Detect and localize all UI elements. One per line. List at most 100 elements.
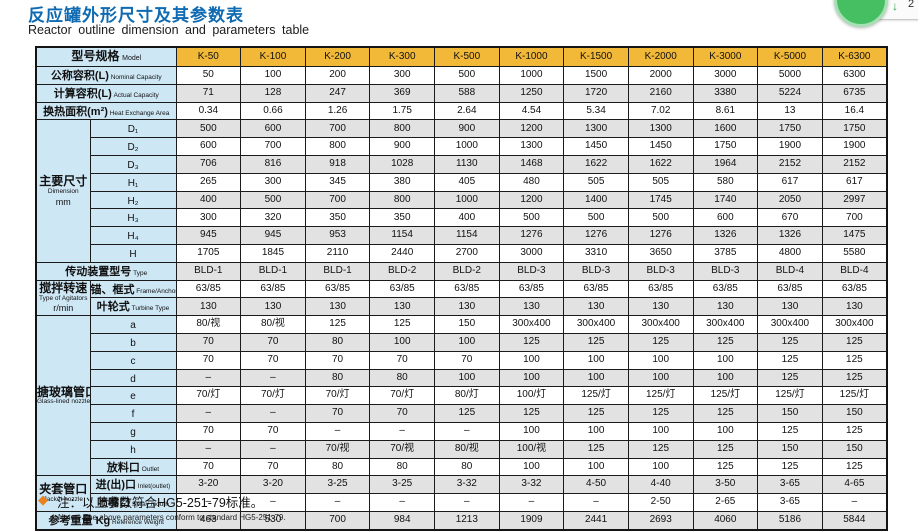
table-cell: 463 xyxy=(175,510,242,531)
table-cell: 100 xyxy=(627,457,694,477)
table-cell: 1745 xyxy=(627,190,694,210)
table-cell: 670 xyxy=(757,208,823,228)
table-cell: – xyxy=(240,404,306,423)
table-cell: 3380 xyxy=(692,83,759,103)
table-cell: 4060 xyxy=(692,510,759,531)
table-cell: 130 xyxy=(627,297,694,317)
table-cell: 80 xyxy=(304,368,371,388)
table-cell: 125 xyxy=(821,421,888,441)
table-cell: 71 xyxy=(175,83,242,103)
group-label: 夹套管口 Jacket nozzle xyxy=(35,475,91,512)
table-cell: 2160 xyxy=(627,83,694,103)
table-cell: 125 xyxy=(369,315,435,334)
table-cell: 3-25 xyxy=(304,475,371,495)
table-cell: 580 xyxy=(692,172,759,192)
table-cell: 6735 xyxy=(821,83,888,103)
table-cell: 1276 xyxy=(627,226,694,245)
table-cell: 100 xyxy=(498,457,565,477)
table-cell: 300x400 xyxy=(563,315,629,334)
table-cell: 100 xyxy=(563,350,629,370)
table-cell: 100 xyxy=(692,350,759,370)
table-cell: 953 xyxy=(304,226,371,245)
table-cell: 70 xyxy=(240,332,306,352)
table-cell: 2997 xyxy=(821,190,888,210)
table-cell: 125 xyxy=(821,350,888,370)
table-cell: 1213 xyxy=(434,510,500,531)
table-cell: 70/视 xyxy=(304,439,371,459)
model-header-k-5000: K-5000 xyxy=(757,46,823,67)
table-cell: 1028 xyxy=(369,154,435,174)
table-cell: 70/视 xyxy=(369,439,435,459)
table-cell: 588 xyxy=(434,83,500,103)
table-cell: 70/灯 xyxy=(369,386,435,406)
table-cell: 100/灯 xyxy=(498,386,565,406)
model-header-k-3000: K-3000 xyxy=(692,46,759,67)
table-cell: 2000 xyxy=(627,66,694,85)
table-cell: 350 xyxy=(304,208,371,228)
table-cell: 700 xyxy=(304,510,371,531)
table-cell: 1200 xyxy=(498,119,565,139)
table-cell: 816 xyxy=(240,154,306,174)
table-cell: 125 xyxy=(627,404,694,423)
table-cell: 1622 xyxy=(563,154,629,174)
table-cell: 125/灯 xyxy=(563,386,629,406)
table-cell: 3785 xyxy=(692,243,759,263)
table-cell: BLD-4 xyxy=(757,261,823,281)
table-cell: 4800 xyxy=(757,243,823,263)
table-cell: 125/灯 xyxy=(757,386,823,406)
model-header-cell: 型号规格 Model xyxy=(35,46,177,67)
row-label: 换热面积(m²) Heat Exchange Area xyxy=(35,101,177,121)
table-cell: 125 xyxy=(434,404,500,423)
table-cell: 3000 xyxy=(692,66,759,85)
table-row: 主要尺寸 Dimension mm D₁ 500 600 700 800 900 1200 1300… xyxy=(35,119,888,263)
table-cell: 70 xyxy=(175,421,242,441)
table-row: 夹套管口 Jacket nozzle 进(出)口 Inlet(outlet) 3-20… xyxy=(35,475,888,512)
table-cell: 100 xyxy=(692,421,759,441)
table-row: 放料口 Outlet 70 70 80 80 80 100 100 100 125 125 125 xyxy=(36,457,888,477)
table-cell: 945 xyxy=(175,226,242,245)
table-row: D₂ 600 700 800 900 1000 1300 1450 1450 1750 1900 19… xyxy=(36,137,888,156)
table-row: h – –70/视 70/视 80/视 100/视 125 125 125 150 150 xyxy=(36,439,888,459)
table-cell: 500 xyxy=(627,208,694,228)
row-label: 计算容积(L) Actual Capacity xyxy=(35,83,177,103)
table-row: H₃ 300 320 350 350 400 500 500 500 600 670 700 xyxy=(36,208,888,228)
table-cell: 1900 xyxy=(821,137,888,156)
table-cell: 1845 xyxy=(240,243,306,263)
table-cell: BLD-2 xyxy=(369,261,435,281)
table-cell: 80 xyxy=(304,457,371,477)
model-header-k-6300: K-6300 xyxy=(821,46,888,67)
table-cell: 1750 xyxy=(692,137,759,156)
table-cell: 345 xyxy=(304,172,371,192)
table-cell: 1200 xyxy=(498,190,565,210)
table-cell: 300 xyxy=(369,66,435,85)
footnote-en: Notes: The above parameters conform to s… xyxy=(58,513,286,522)
table-cell: 100 xyxy=(627,368,694,388)
table-cell: 150 xyxy=(821,439,888,459)
table-cell: 320 xyxy=(240,208,306,228)
table-cell: 1705 xyxy=(175,243,242,263)
model-label-zh: 型号规格 xyxy=(71,49,120,64)
floating-green-button[interactable] xyxy=(834,0,888,27)
table-row: 喷嘴口 Spray mouth – – – – – – –2-50 2-65 3-65– xyxy=(36,493,888,512)
row-label: D₃ xyxy=(89,154,177,174)
table-cell: 130 xyxy=(498,297,565,317)
row-label: 参考重量 Kg Reference Weight xyxy=(35,510,177,531)
table-cell: 300x400 xyxy=(692,315,759,334)
table-cell: 5000 xyxy=(757,66,823,85)
table-cell: 3-25 xyxy=(369,475,435,495)
table-cell: 100 xyxy=(498,350,565,370)
table-cell: 130 xyxy=(369,297,435,317)
table-cell: 4-65 xyxy=(821,475,888,495)
table-cell: 63/85 xyxy=(692,279,759,299)
table-cell: 125 xyxy=(757,368,823,388)
table-cell: 125 xyxy=(757,457,823,477)
table-cell: 8.61 xyxy=(692,101,759,121)
table-cell: 530 xyxy=(240,510,306,531)
page-subtitle: Reactor outline dimension and parameters… xyxy=(28,23,310,37)
table-cell: 125 xyxy=(821,368,888,388)
table-cell: 505 xyxy=(627,172,694,192)
table-cell: 700 xyxy=(240,137,306,156)
table-cell: BLD-3 xyxy=(498,261,565,281)
table-cell: 1964 xyxy=(692,154,759,174)
table-cell: 350 xyxy=(369,208,435,228)
